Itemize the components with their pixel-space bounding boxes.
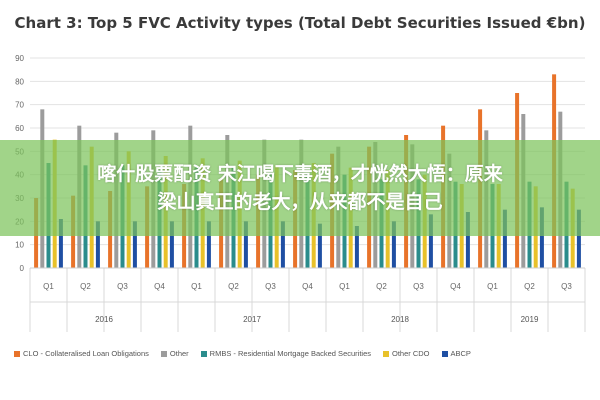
y-tick-label: 0 [20, 264, 25, 273]
bar [132, 221, 137, 268]
bar [428, 214, 433, 268]
x-tick-label: Q3 [117, 282, 128, 291]
legend-swatch [160, 350, 167, 357]
x-tick-label: Q4 [450, 282, 461, 291]
legend-label: Other CDO [392, 349, 430, 358]
bar [465, 212, 470, 268]
bar [169, 221, 174, 268]
chart-legend: CLO - Collateralised Loan Obligations Oth… [14, 349, 594, 358]
legend-item: Other [160, 349, 189, 358]
legend-item: ABCP [441, 349, 471, 358]
banner-text-line-2: 梁山真正的老大，从来都不是自己 [157, 191, 443, 213]
banner-text-line-1: 喀什股票配资 宋江喝下毒酒，才恍然大悟：原来 [97, 163, 503, 185]
legend-swatch [14, 350, 20, 357]
legend-swatch [200, 350, 207, 357]
legend-label: ABCP [450, 349, 471, 358]
x-tick-label: Q3 [413, 282, 424, 291]
bar [391, 221, 396, 268]
y-tick-label: 80 [15, 77, 24, 86]
year-label: 2016 [95, 315, 113, 324]
bar [502, 209, 507, 268]
y-tick-label: 70 [15, 101, 24, 110]
x-tick-label: Q2 [80, 282, 91, 291]
legend-swatch [441, 350, 448, 357]
x-tick-label: Q3 [561, 282, 572, 291]
bar [576, 209, 581, 268]
bar [243, 221, 248, 268]
year-label: 2018 [391, 315, 409, 324]
y-tick-label: 60 [15, 124, 24, 133]
x-tick-label: Q4 [154, 282, 165, 291]
chart-title: Chart 3: Top 5 FVC Activity types (Total… [14, 14, 586, 32]
bar [206, 221, 211, 268]
year-label: 2019 [521, 315, 539, 324]
y-tick-label: 10 [15, 241, 24, 250]
bar [539, 207, 544, 268]
x-tick-label: Q2 [228, 282, 239, 291]
x-tick-label: Q3 [265, 282, 276, 291]
x-tick-label: Q2 [376, 282, 387, 291]
legend-item: Other CDO [383, 349, 430, 358]
legend-item: RMBS - Residential Mortgage Backed Secur… [200, 349, 371, 358]
x-tick-label: Q1 [191, 282, 202, 291]
x-tick-label: Q1 [487, 282, 498, 291]
x-tick-label: Q4 [302, 282, 313, 291]
bar [317, 223, 322, 268]
legend-label: Other [169, 349, 189, 358]
legend-label: CLO - Collateralised Loan Obligations [23, 349, 149, 358]
bar [95, 221, 100, 268]
bar [354, 226, 359, 268]
x-tick-label: Q1 [43, 282, 54, 291]
legend-label: RMBS - Residential Mortgage Backed Secur… [209, 349, 371, 358]
year-label: 2017 [243, 315, 261, 324]
overlay-banner[interactable]: 喀什股票配资 宋江喝下毒酒，才恍然大悟：原来 梁山真正的老大，从来都不是自己 [0, 140, 600, 236]
bar [58, 219, 63, 268]
legend-swatch [383, 350, 389, 357]
legend-item: CLO - Collateralised Loan Obligations [14, 349, 149, 358]
x-tick-label: Q1 [339, 282, 350, 291]
x-tick-label: Q2 [524, 282, 535, 291]
bar [280, 221, 285, 268]
y-tick-label: 90 [15, 54, 24, 63]
